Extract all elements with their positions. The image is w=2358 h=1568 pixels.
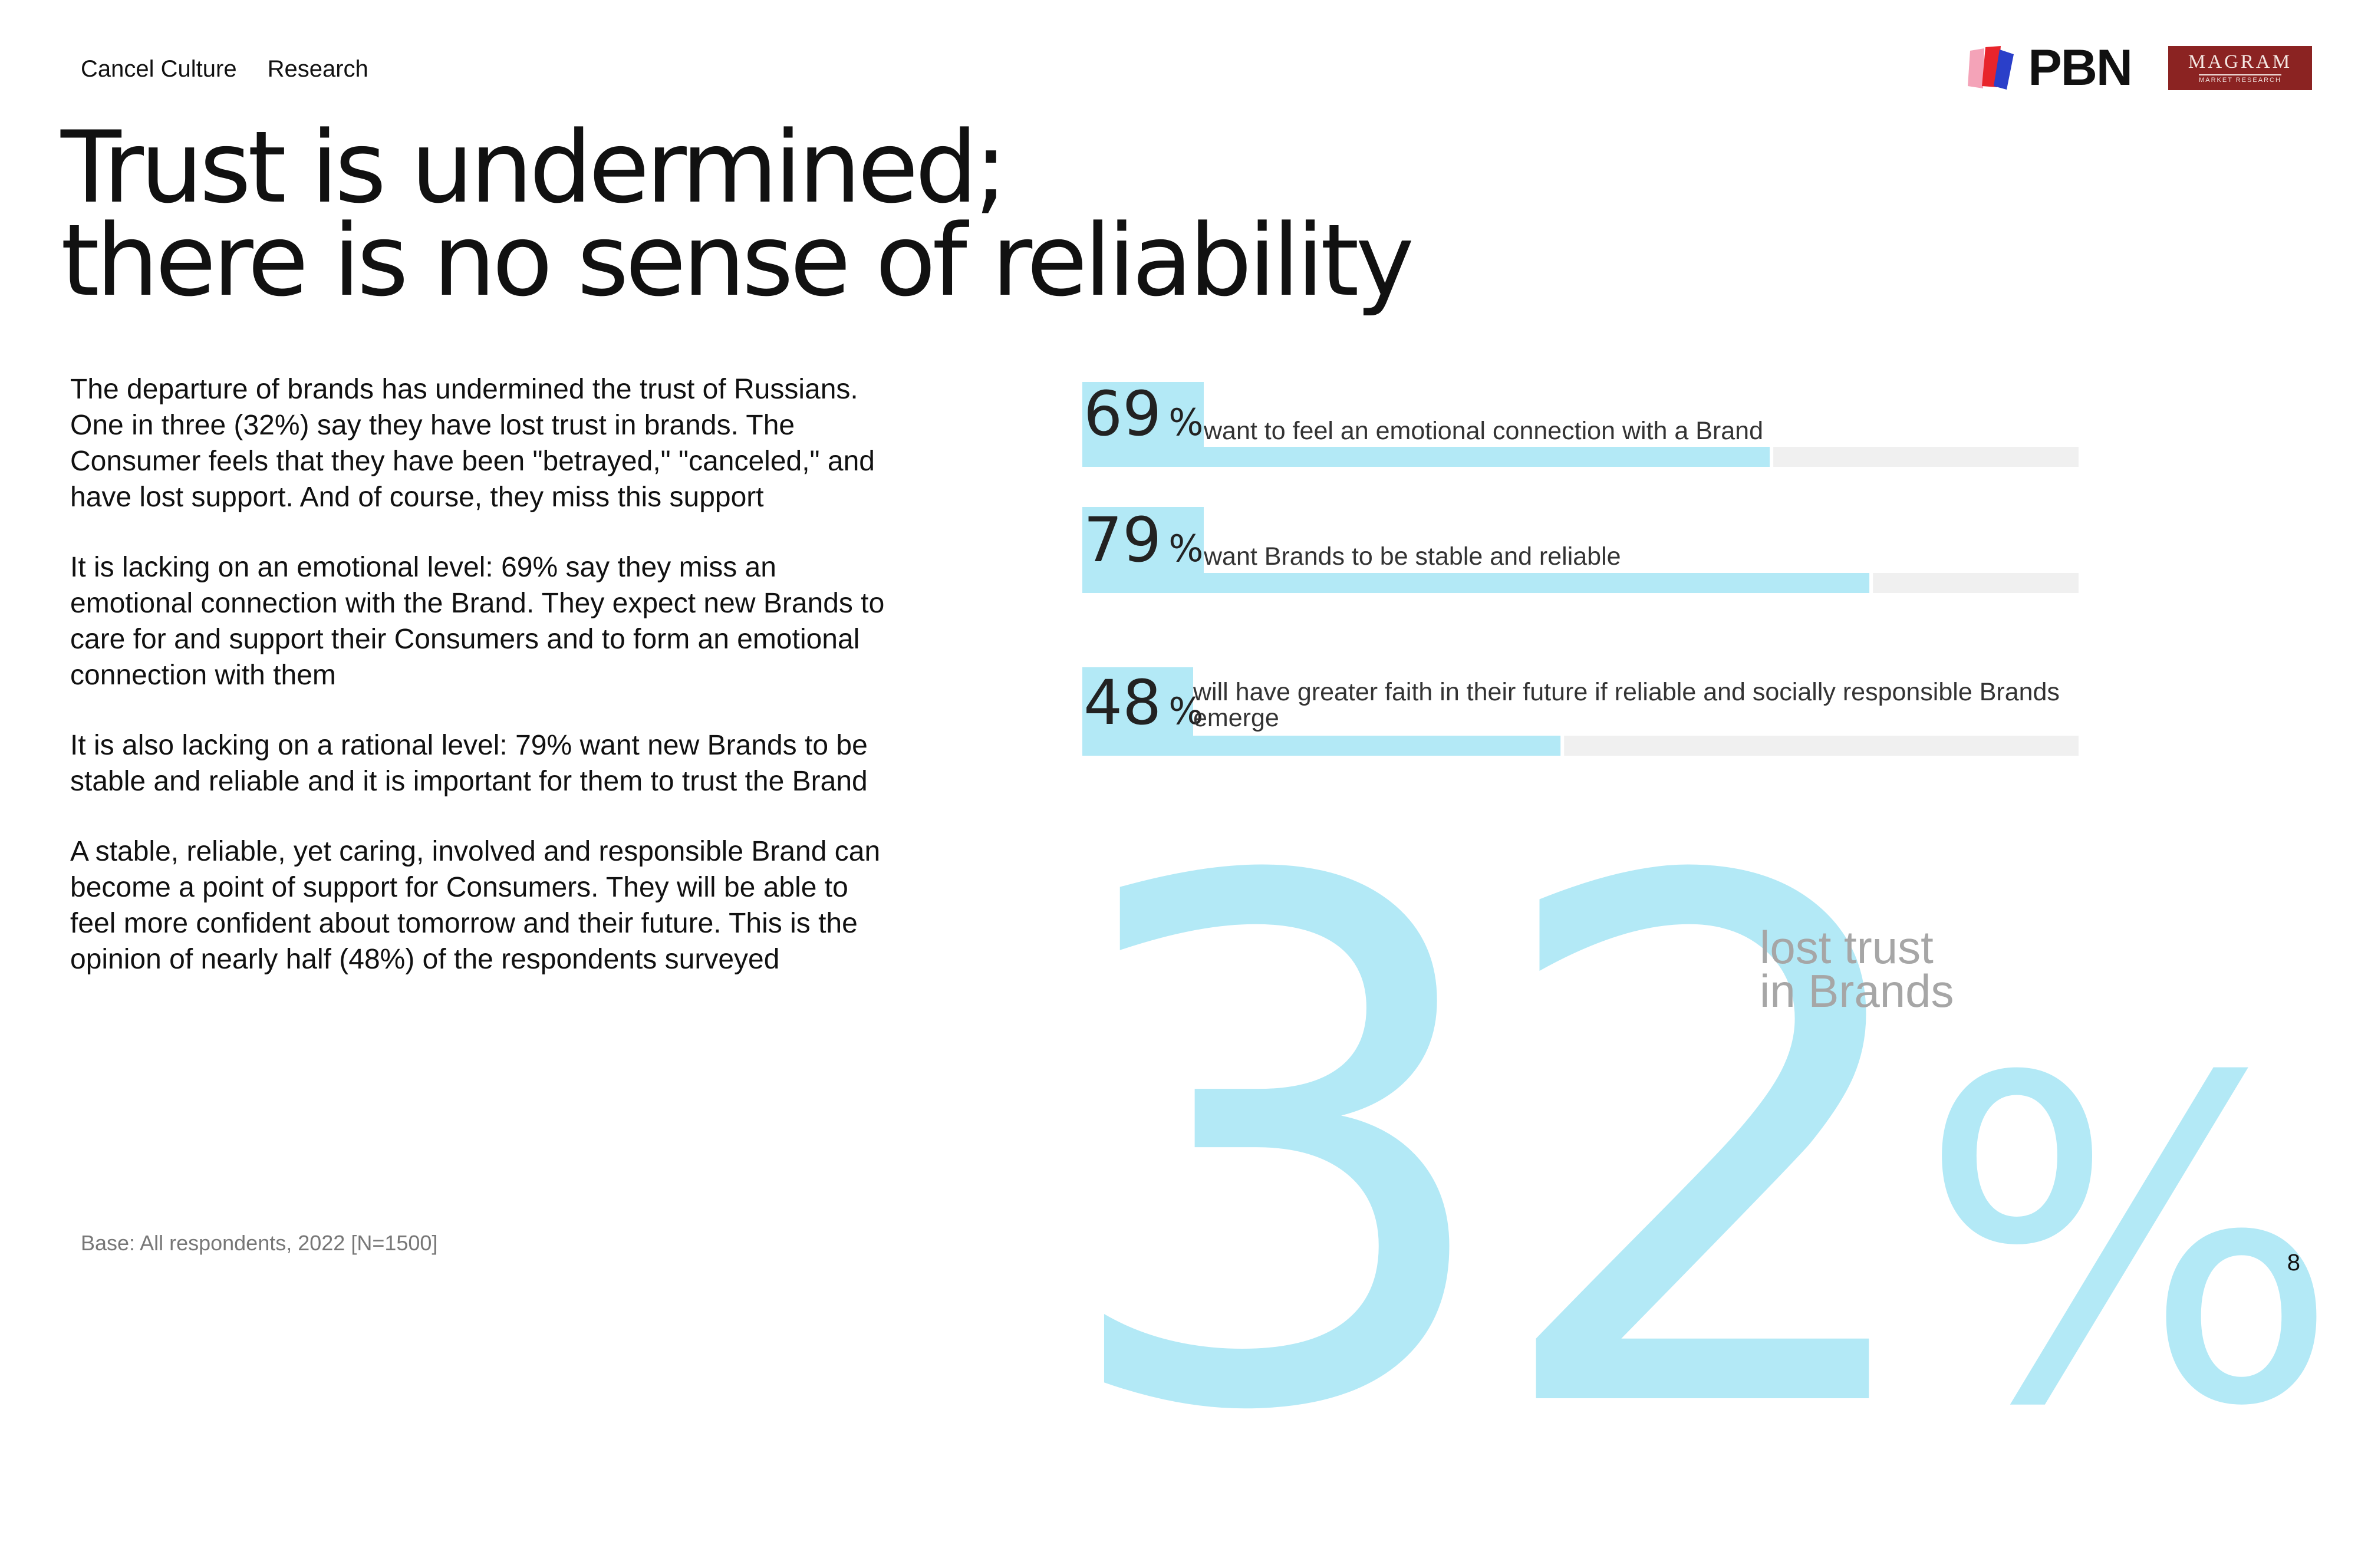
bar-track bbox=[1773, 447, 2079, 467]
title-line-1: Trust is undermined; bbox=[61, 110, 1007, 225]
category-label: will have greater faith in their future … bbox=[1193, 678, 2060, 732]
bar-row: 48 %will have greater faith in their futu… bbox=[1082, 667, 2079, 756]
category-label: want to feel an emotional connection wit… bbox=[1203, 417, 1763, 445]
base-note: Base: All respondents, 2022 [N=1500] bbox=[81, 1231, 438, 1255]
data-label: 48% bbox=[1084, 667, 1203, 739]
nav-item-label: Research bbox=[267, 56, 368, 82]
title-line-2: there is no sense of reliability bbox=[61, 203, 1414, 318]
magram-logo-text: MAGRAM bbox=[2188, 51, 2293, 73]
pbn-mark-icon bbox=[1968, 46, 2014, 90]
bar-row: 69% want to feel an emotional connection … bbox=[1082, 378, 2079, 467]
pbn-logo-text: PBN bbox=[2028, 39, 2133, 96]
page-title: Trust is undermined; there is no sense o… bbox=[61, 110, 1414, 318]
bar-row: 79% want Brands to be stable and reliable bbox=[1082, 504, 2079, 593]
data-label: 69% bbox=[1084, 378, 1203, 450]
bar bbox=[1082, 447, 1770, 467]
data-label-unit: % bbox=[1168, 690, 1203, 733]
value-box bbox=[1082, 382, 1204, 447]
data-label: 79% bbox=[1084, 504, 1203, 576]
bar bbox=[1082, 573, 1870, 593]
bar-chart: 69% want to feel an emotional connection … bbox=[1082, 378, 2079, 756]
data-label-unit: % bbox=[1168, 527, 1203, 570]
page-number: 8 bbox=[2287, 1250, 2300, 1276]
top-nav: Cancel Culture Research bbox=[81, 56, 368, 83]
bar bbox=[1082, 736, 1561, 756]
magram-logo: MAGRAM MARKET RESEARCH bbox=[2168, 45, 2312, 90]
data-label-unit: % bbox=[1168, 401, 1203, 444]
body-paragraph-4: A stable, reliable, yet caring, involved… bbox=[70, 836, 881, 975]
value-box bbox=[1082, 507, 1204, 573]
body-paragraph-1: The departure of brands has undermined t… bbox=[70, 374, 875, 513]
value-box bbox=[1082, 667, 1193, 736]
nav-section-label: Cancel Culture bbox=[81, 56, 237, 82]
bar-track bbox=[1873, 573, 2079, 593]
highlight-label-line-2: in Brands bbox=[1760, 965, 1954, 1017]
highlight-label-line-1: lost trust bbox=[1760, 921, 1934, 973]
category-label: want Brands to be stable and reliable bbox=[1203, 542, 1621, 571]
highlight-label: lost trust in Brands bbox=[1760, 921, 1954, 1017]
body-paragraph-2: It is lacking on an emotional level: 69%… bbox=[70, 552, 885, 691]
body-text: The departure of brands has undermined t… bbox=[70, 371, 895, 1012]
body-paragraph-3: It is also lacking on a rational level: … bbox=[70, 730, 868, 797]
bar-track bbox=[1564, 736, 2079, 756]
pbn-logo: PBN bbox=[1965, 39, 2133, 96]
magram-logo-subtext: MARKET RESEARCH bbox=[2199, 74, 2281, 84]
logos: PBN MAGRAM MARKET RESEARCH bbox=[1965, 42, 2312, 93]
